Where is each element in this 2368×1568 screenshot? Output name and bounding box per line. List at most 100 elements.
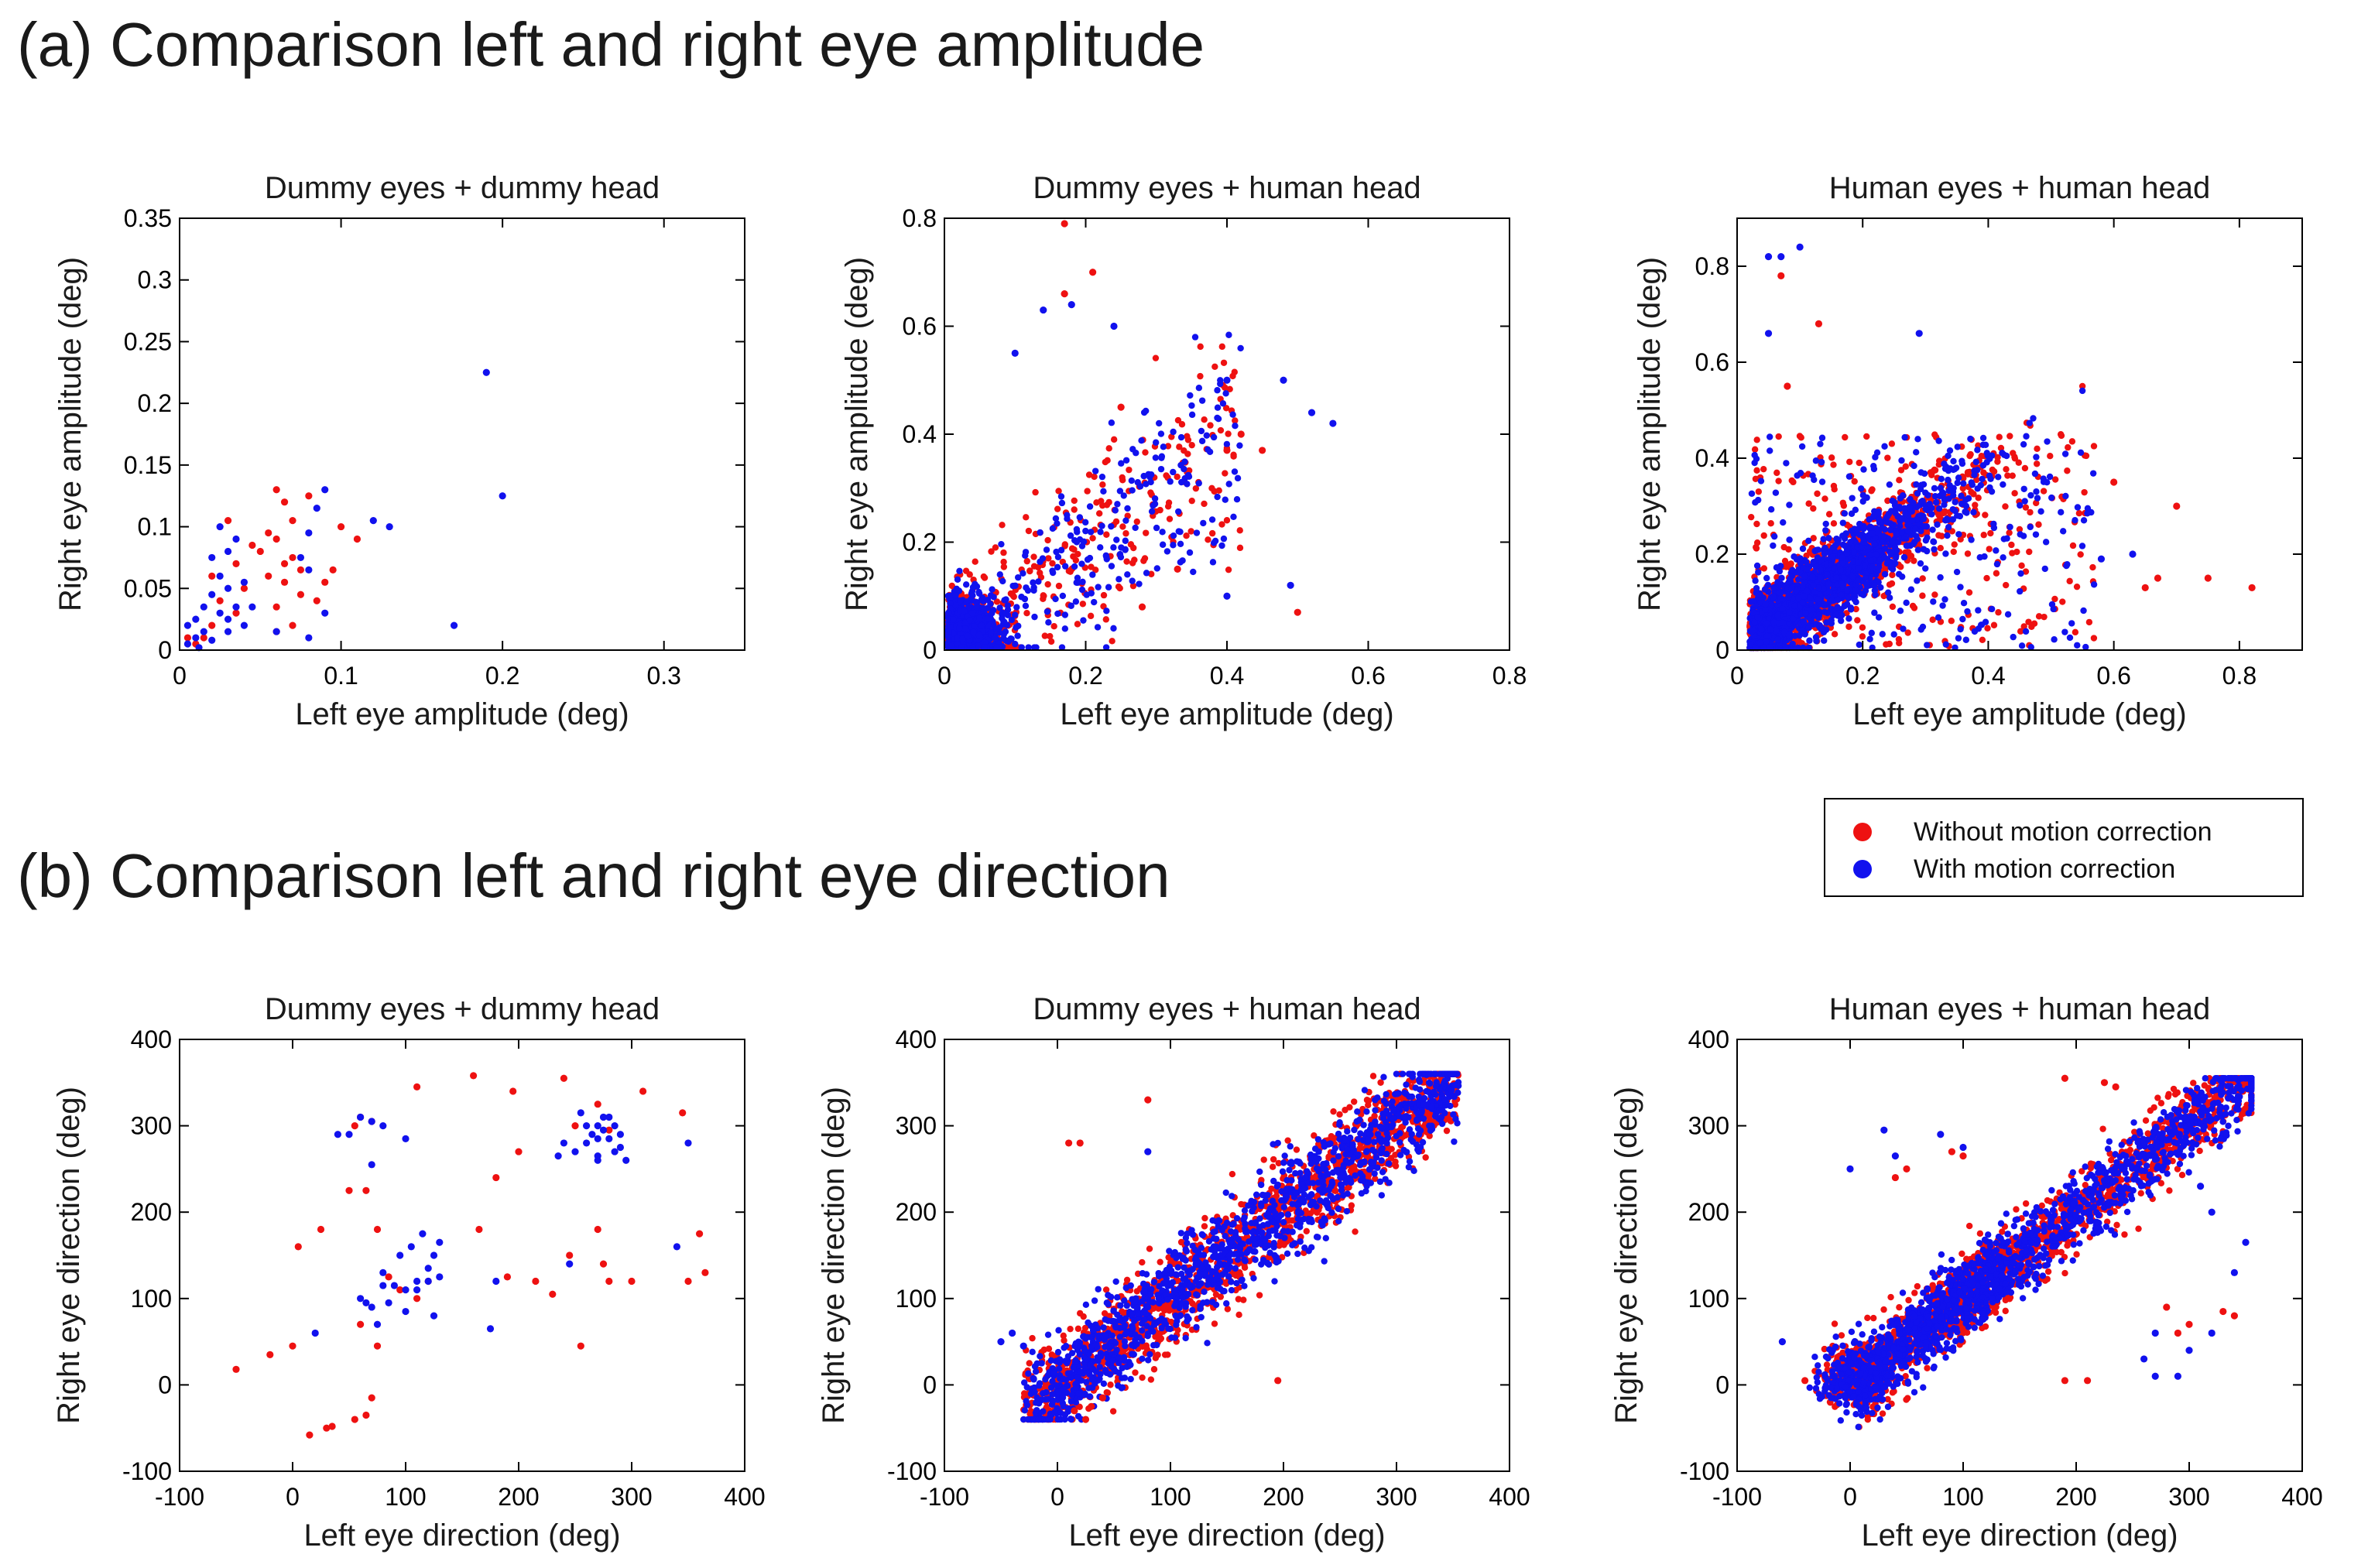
scatter-point	[996, 571, 1004, 578]
scatter-point	[1797, 555, 1804, 562]
scatter-point	[998, 540, 1005, 548]
scatter-point	[1971, 471, 1978, 478]
scatter-point	[1105, 584, 1112, 591]
scatter-point	[1225, 430, 1232, 437]
scatter-point	[1058, 499, 1066, 507]
scatter-point	[1157, 465, 1165, 473]
scatter-point	[961, 608, 968, 615]
scatter-point	[1078, 586, 1086, 594]
scatter-point	[2077, 551, 2084, 558]
scatter-point	[224, 615, 232, 623]
scatter-point	[1043, 546, 1050, 553]
scatter-point	[240, 578, 248, 586]
scatter-point	[1105, 445, 1112, 452]
scatter-point	[183, 634, 192, 642]
scatter-point	[1188, 411, 1196, 419]
scatter-point	[1926, 500, 1933, 508]
scatter-point	[200, 634, 207, 642]
scatter-point	[1222, 405, 1230, 412]
scatter-point	[1828, 454, 1835, 461]
scatter-point	[1190, 568, 1197, 576]
scatter-point	[224, 628, 232, 635]
scatter-point	[2069, 542, 2077, 549]
scatter-point	[1129, 582, 1137, 590]
scatter-point	[1177, 540, 1184, 547]
scatter-point	[969, 584, 977, 591]
scatter-point	[1120, 492, 1127, 499]
scatter-point	[1197, 343, 1204, 351]
scatter-point	[1072, 556, 1080, 564]
scatter-point	[1079, 601, 1087, 608]
scatter-point	[2002, 503, 2009, 510]
scatter-point	[1187, 392, 1194, 399]
y-tick-label: 0	[158, 636, 172, 664]
scatter-point	[1842, 433, 1849, 441]
scatter-point	[1129, 577, 1136, 584]
scatter-point	[1026, 567, 1033, 575]
scatter-point	[216, 572, 224, 580]
scatter-point	[1208, 529, 1216, 537]
scatter-point	[1088, 590, 1095, 597]
scatter-point	[1990, 621, 1998, 628]
scatter-point	[1869, 486, 1876, 493]
scatter-point	[1229, 411, 1236, 418]
scatter-point	[1814, 554, 1821, 561]
scatter-point	[272, 535, 280, 543]
scatter-point	[240, 584, 248, 592]
scatter-point	[1002, 596, 1009, 603]
scatter-point	[1142, 529, 1150, 536]
scatter-point	[1152, 439, 1160, 446]
scatter-point	[2066, 577, 2073, 585]
scatter-point	[948, 642, 955, 649]
scatter-point	[1061, 563, 1069, 570]
x-tick-label: 0.6	[1351, 662, 1385, 690]
scatter-point	[973, 604, 980, 611]
scatter-point	[1897, 563, 1904, 570]
scatter-point	[1041, 632, 1049, 639]
scatter-point	[1142, 449, 1149, 456]
scatter-point	[1951, 541, 1958, 548]
scatter-point	[1945, 523, 1952, 531]
scatter-point	[1181, 474, 1188, 482]
scatter-point	[1972, 502, 1979, 508]
scatter-point	[1140, 472, 1147, 480]
scatter-point	[1067, 532, 1074, 539]
scatter-point	[1205, 536, 1211, 543]
scatter-point	[1184, 450, 1191, 457]
scatter-point	[1821, 637, 1828, 644]
scatter-point	[1950, 548, 1957, 556]
scatter-point	[1845, 594, 1852, 602]
scatter-point	[450, 621, 458, 629]
scatter-point	[1198, 427, 1205, 435]
plot-frame	[179, 217, 745, 651]
data-points	[944, 220, 1337, 651]
scatter-point	[1089, 571, 1096, 578]
scatter-point	[1010, 593, 1017, 601]
scatter-point	[1009, 582, 1016, 590]
scatter-point	[1218, 343, 1225, 351]
scatter-point	[1770, 594, 1777, 601]
scatter-point	[1919, 575, 1926, 582]
y-tick-label: 0.6	[903, 313, 937, 341]
scatter-point	[1071, 497, 1078, 505]
scatter-point	[1219, 400, 1227, 407]
y-axis-label: Right eye amplitude (deg)	[53, 257, 87, 611]
scatter-point	[1897, 467, 1905, 474]
scatter-point	[1061, 611, 1069, 618]
scatter-point	[1024, 587, 1032, 594]
plot-area	[179, 217, 745, 651]
scatter-point	[1118, 544, 1125, 551]
scatter-point	[1000, 549, 1007, 556]
scatter-point	[1984, 625, 1991, 632]
scatter-point	[1174, 416, 1182, 424]
scatter-point	[1159, 541, 1167, 548]
scatter-point	[1103, 531, 1110, 538]
scatter-point	[1187, 528, 1194, 535]
scatter-point	[1919, 592, 1926, 599]
scatter-point	[1223, 440, 1231, 448]
scatter-point	[1108, 563, 1115, 570]
scatter-point	[1014, 632, 1021, 639]
scatter-point	[1225, 331, 1232, 338]
scatter-point	[216, 522, 224, 531]
scatter-point	[1140, 557, 1147, 564]
